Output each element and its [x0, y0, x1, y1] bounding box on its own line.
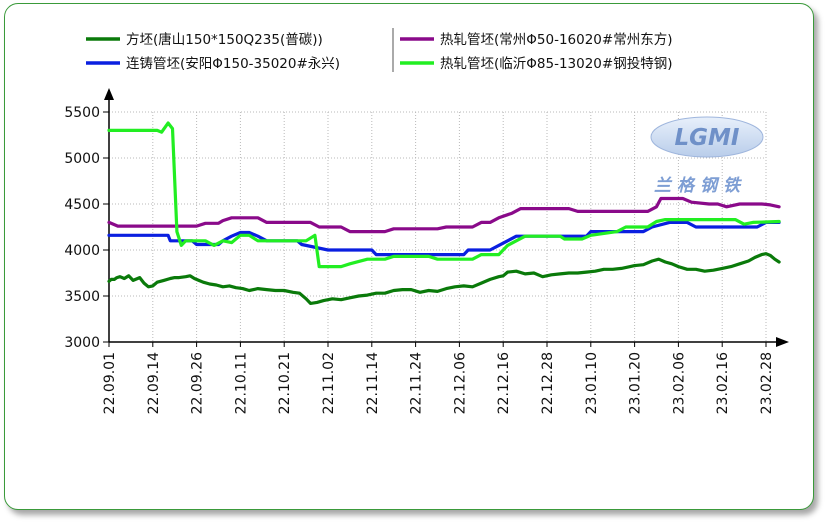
legend-label-0: 方坯(唐山150*150Q235(普碳)): [126, 31, 323, 48]
y-tick-label-5: 5500: [64, 105, 100, 121]
x-tick-label-11: 23.01.10: [584, 352, 600, 414]
legend: 方坯(唐山150*150Q235(普碳)) 连铸管坯(安阳Φ150-35020#永…: [86, 28, 672, 72]
x-tick-label-15: 23.02.28: [759, 352, 775, 414]
x-tick-label-9: 22.12.16: [496, 352, 512, 414]
x-tick-label-13: 23.02.06: [671, 352, 687, 414]
x-tick-label-14: 23.02.16: [715, 352, 731, 414]
y-tick-label-1: 3500: [64, 289, 100, 305]
y-tick-label-3: 4500: [64, 197, 100, 213]
legend-label-1: 连铸管坯(安阳Φ150-35020#永兴): [126, 56, 340, 72]
x-tick-label-1: 22.09.14: [146, 352, 162, 414]
x-tick-label-0: 22.09.01: [102, 352, 118, 414]
x-tick-label-2: 22.09.26: [190, 352, 206, 414]
x-tick-label-4: 22.10.21: [277, 352, 293, 414]
axes: [103, 88, 789, 347]
watermark: LGMI 兰格钢铁: [650, 116, 764, 196]
watermark-logo-ellipse: [650, 116, 764, 158]
x-tick-label-12: 23.01.20: [628, 352, 644, 414]
series-line-3: [107, 121, 781, 269]
y-tick-label-0: 3000: [64, 335, 100, 351]
tick-labels: 3000 3500 4000 4500 5000 5500 22.09.01 22.09.14…: [64, 105, 775, 414]
x-tick-label-8: 22.12.06: [452, 352, 468, 414]
x-tick-label-7: 22.11.24: [409, 352, 425, 414]
x-tick-label-10: 22.12.28: [540, 352, 556, 414]
x-tick-label-6: 22.11.14: [365, 352, 381, 414]
watermark-logo-text: LGMI: [675, 125, 740, 151]
x-axis-arrow: [776, 337, 789, 347]
legend-label-2: 热轧管坯(常州Φ50-16020#常州东方): [440, 32, 672, 48]
legend-label-3: 热轧管坯(临沂Φ85-13020#钢投特钢): [440, 56, 672, 72]
y-tick-label-2: 4000: [64, 243, 100, 259]
series-line-2: [107, 196, 781, 234]
series: [107, 121, 781, 305]
watermark-cn-text: 兰格钢铁: [654, 176, 746, 196]
x-tick-label-5: 22.11.02: [321, 352, 337, 414]
x-tick-label-3: 22.10.11: [233, 352, 249, 414]
y-tick-label-4: 5000: [64, 151, 100, 167]
y-axis-arrow: [104, 88, 114, 100]
series-line-1: [107, 220, 781, 257]
series-line-0: [107, 252, 781, 305]
